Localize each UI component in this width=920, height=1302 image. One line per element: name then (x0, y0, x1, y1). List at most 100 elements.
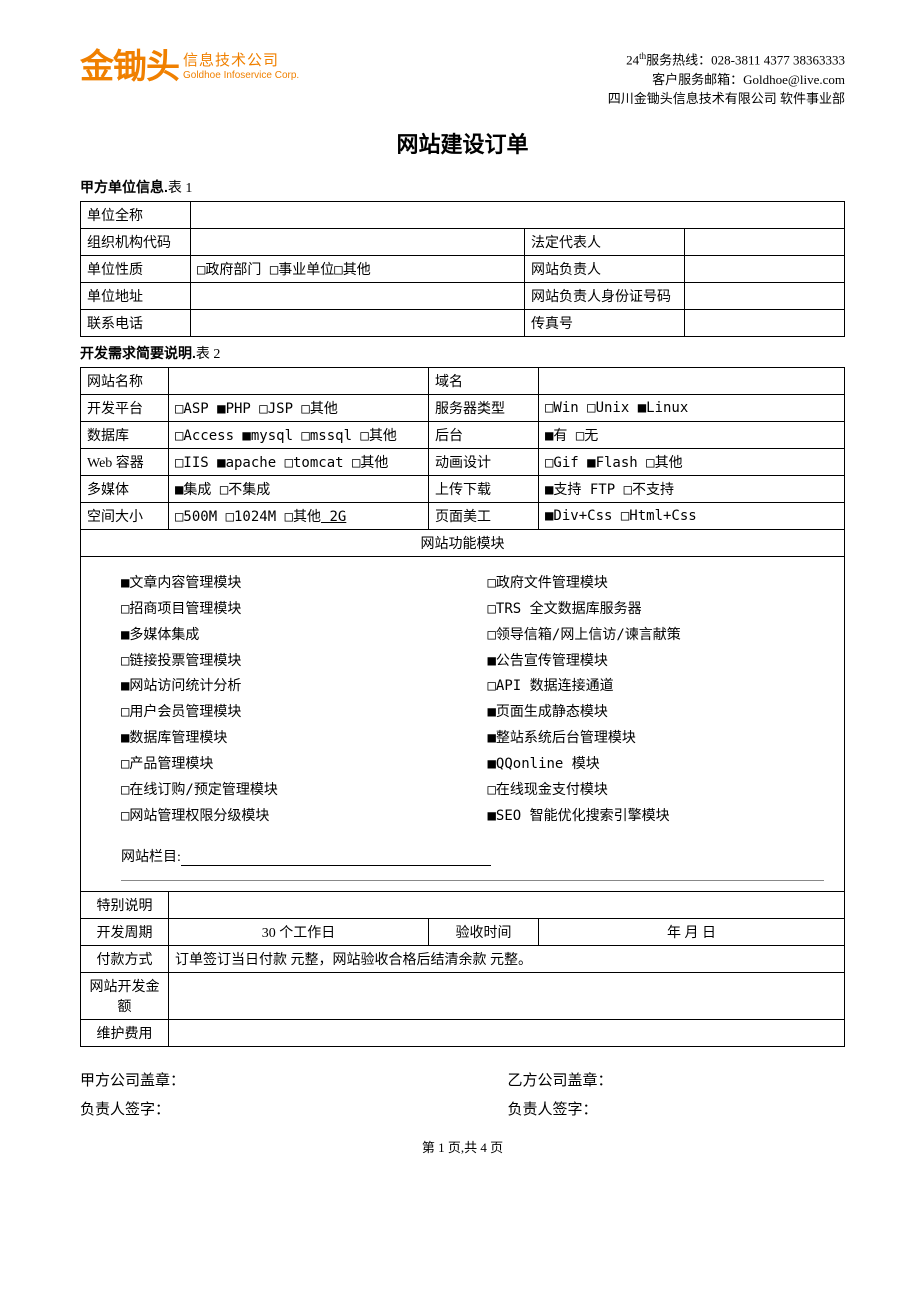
party-b-seal: 乙方公司盖章： (418, 1069, 846, 1090)
val-accept-time[interactable]: 年 月 日 (539, 918, 845, 945)
lbl-pay-method: 付款方式 (81, 945, 169, 972)
val-org-code[interactable] (191, 228, 525, 255)
lbl-updown: 上传下载 (429, 475, 539, 502)
lbl-site-owner: 网站负责人 (524, 255, 684, 282)
val-fax[interactable] (684, 309, 844, 336)
module-item[interactable]: □在线现金支付模块 (488, 778, 825, 804)
opts-ui[interactable]: ■Div+Css □Html+Css (539, 502, 845, 529)
modules-body: ■文章内容管理模块□招商项目管理模块■多媒体集成□链接投票管理模块■网站访问统计… (81, 556, 845, 891)
module-item[interactable]: ■公告宣传管理模块 (488, 649, 825, 675)
module-item[interactable]: ■页面生成静态模块 (488, 700, 825, 726)
val-domain[interactable] (539, 367, 845, 394)
table-party-a: 单位全称 组织机构代码 法定代表人 单位性质 □政府部门 □事业单位□其他 网站… (80, 201, 845, 337)
section2-table-no: 表 2 (196, 347, 221, 362)
module-item[interactable]: □API 数据连接通道 (488, 674, 825, 700)
lbl-multimedia: 多媒体 (81, 475, 169, 502)
party-a-sign: 负责人签字： (80, 1098, 418, 1119)
module-item[interactable]: □链接投票管理模块 (121, 649, 458, 675)
lbl-backend: 后台 (429, 421, 539, 448)
modules-header: 网站功能模块 (81, 529, 845, 556)
section2-title: 开发需求简要说明.表 2 (80, 343, 845, 363)
opts-multimedia[interactable]: ■集成 □不集成 (169, 475, 429, 502)
val-pay-method: 订单签订当日付款 元整，网站验收合格后结清余款 元整。 (169, 945, 845, 972)
logo-brand: 金锄头 (80, 50, 179, 84)
header: 金锄头 信息技术公司 Goldhoe Infoservice Corp. 24t… (80, 50, 845, 109)
section2-title-text: 开发需求简要说明. (80, 345, 196, 361)
logo: 金锄头 信息技术公司 Goldhoe Infoservice Corp. (80, 50, 299, 84)
opts-unit-type[interactable]: □政府部门 □事业单位□其他 (191, 255, 525, 282)
module-item[interactable]: ■多媒体集成 (121, 623, 458, 649)
email: 客户服务邮箱：Goldhoe@live.com (608, 70, 845, 90)
module-item[interactable]: ■网站访问统计分析 (121, 674, 458, 700)
lbl-fax: 传真号 (524, 309, 684, 336)
section1-title: 甲方单位信息.表 1 (80, 177, 845, 197)
val-unit-full[interactable] (191, 201, 845, 228)
table-requirements: 网站名称 域名 开发平台 □ASP ■PHP □JSP □其他 服务器类型 □W… (80, 367, 845, 1047)
contact-block: 24th服务热线：028-3811 4377 38363333 客户服务邮箱：G… (608, 50, 845, 109)
opts-space-other: 2G (321, 509, 346, 525)
lbl-legal-rep: 法定代表人 (524, 228, 684, 255)
lbl-web-container: Web 容器 (81, 448, 169, 475)
lbl-owner-id: 网站负责人身份证号码 (524, 282, 684, 309)
lbl-unit-type: 单位性质 (81, 255, 191, 282)
document-title: 网站建设订单 (80, 127, 845, 159)
module-item[interactable]: ■文章内容管理模块 (121, 571, 458, 597)
val-site-owner[interactable] (684, 255, 844, 282)
lbl-phone: 联系电话 (81, 309, 191, 336)
section1-table-no: 表 1 (168, 181, 193, 196)
modules-col-left: ■文章内容管理模块□招商项目管理模块■多媒体集成□链接投票管理模块■网站访问统计… (121, 571, 458, 830)
hotline-prefix: 24 (626, 52, 639, 67)
opts-backend[interactable]: ■有 □无 (539, 421, 845, 448)
opts-anim[interactable]: □Gif ■Flash □其他 (539, 448, 845, 475)
opts-updown[interactable]: ■支持 FTP □不支持 (539, 475, 845, 502)
val-legal-rep[interactable] (684, 228, 844, 255)
lbl-server-type: 服务器类型 (429, 394, 539, 421)
module-item[interactable]: □产品管理模块 (121, 752, 458, 778)
val-unit-addr[interactable] (191, 282, 525, 309)
lbl-unit-full: 单位全称 (81, 201, 191, 228)
site-columns-row: 网站栏目: (121, 846, 824, 866)
opts-database[interactable]: □Access ■mysql □mssql □其他 (169, 421, 429, 448)
val-site-name[interactable] (169, 367, 429, 394)
lbl-unit-addr: 单位地址 (81, 282, 191, 309)
module-item[interactable]: ■QQonline 模块 (488, 752, 825, 778)
module-item[interactable]: ■SEO 智能优化搜索引擎模块 (488, 804, 825, 830)
signature-row-1: 甲方公司盖章： 乙方公司盖章： (80, 1069, 845, 1090)
val-dev-cost[interactable] (169, 972, 845, 1019)
opts-space-text: □500M □1024M □其他 (175, 509, 321, 525)
val-maint-cost[interactable] (169, 1019, 845, 1046)
lbl-org-code: 组织机构代码 (81, 228, 191, 255)
val-owner-id[interactable] (684, 282, 844, 309)
site-columns-blank[interactable] (181, 865, 491, 866)
hotline: 服务热线：028-3811 4377 38363333 (646, 52, 845, 67)
logo-sub-cn: 信息技术公司 (183, 53, 299, 70)
lbl-space: 空间大小 (81, 502, 169, 529)
module-item[interactable]: □招商项目管理模块 (121, 597, 458, 623)
opts-platform[interactable]: □ASP ■PHP □JSP □其他 (169, 394, 429, 421)
opts-space[interactable]: □500M □1024M □其他 2G (169, 502, 429, 529)
module-item[interactable]: □TRS 全文数据库服务器 (488, 597, 825, 623)
dept: 四川金锄头信息技术有限公司 软件事业部 (608, 89, 845, 109)
logo-sub-en: Goldhoe Infoservice Corp. (183, 70, 299, 81)
module-item[interactable]: ■数据库管理模块 (121, 726, 458, 752)
module-item[interactable]: ■整站系统后台管理模块 (488, 726, 825, 752)
opts-server[interactable]: □Win □Unix ■Linux (539, 394, 845, 421)
divider-line (121, 880, 824, 881)
lbl-anim: 动画设计 (429, 448, 539, 475)
lbl-dev-cost: 网站开发金额 (81, 972, 169, 1019)
module-item[interactable]: □用户会员管理模块 (121, 700, 458, 726)
lbl-maint-cost: 维护费用 (81, 1019, 169, 1046)
module-item[interactable]: □政府文件管理模块 (488, 571, 825, 597)
module-item[interactable]: □网站管理权限分级模块 (121, 804, 458, 830)
lbl-database: 数据库 (81, 421, 169, 448)
opts-container[interactable]: □IIS ■apache □tomcat □其他 (169, 448, 429, 475)
page-footer: 第 1 页,共 4 页 (80, 1137, 845, 1156)
page: 金锄头 信息技术公司 Goldhoe Infoservice Corp. 24t… (0, 0, 920, 1196)
val-dev-period: 30 个工作日 (169, 918, 429, 945)
val-phone[interactable] (191, 309, 525, 336)
module-item[interactable]: □领导信箱/网上信访/谏言献策 (488, 623, 825, 649)
module-item[interactable]: □在线订购/预定管理模块 (121, 778, 458, 804)
val-special[interactable] (169, 891, 845, 918)
lbl-platform: 开发平台 (81, 394, 169, 421)
modules-col-right: □政府文件管理模块□TRS 全文数据库服务器□领导信箱/网上信访/谏言献策■公告… (458, 571, 825, 830)
